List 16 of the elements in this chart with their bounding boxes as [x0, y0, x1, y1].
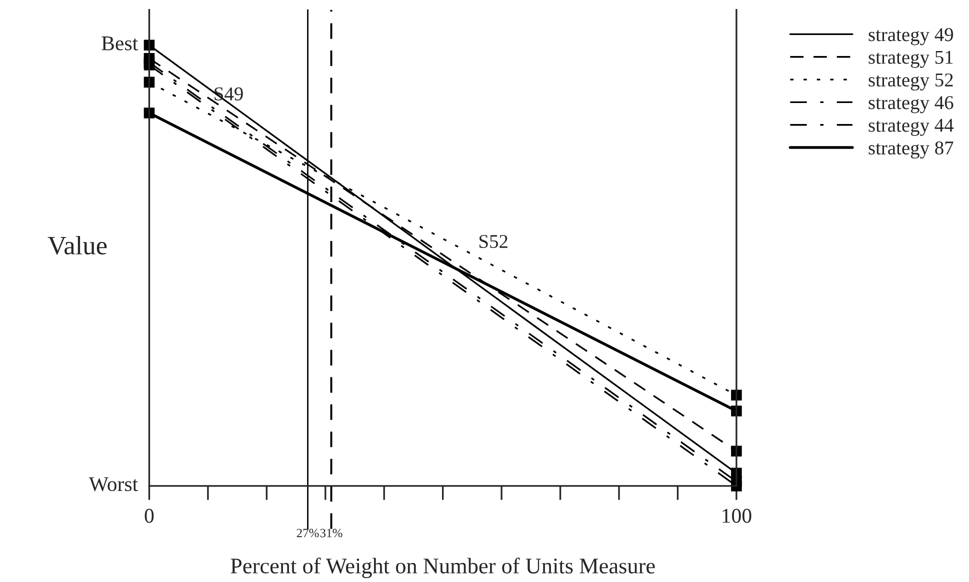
- legend-label: strategy 49: [868, 28, 954, 46]
- x-tick-label: 100: [722, 508, 752, 523]
- legend-label: strategy 51: [868, 50, 953, 68]
- y-axis-title: Value: [48, 236, 107, 255]
- legend-label: strategy 52: [868, 73, 953, 91]
- text: Best: [102, 36, 138, 50]
- ref-line-label: 31%: [320, 528, 342, 538]
- legend-label: strategy 46: [868, 96, 954, 114]
- text: Worst: [88, 477, 138, 492]
- legend-label: strategy 87: [868, 141, 954, 159]
- x-axis-title: Percent of Weight on Number of Units Measure: [230, 558, 655, 578]
- x-tick-label: 0: [144, 508, 154, 523]
- annotation: S52: [480, 234, 508, 248]
- ref-line-label: 27%: [296, 528, 319, 538]
- annotation: S49: [214, 87, 243, 100]
- legend-label: strategy 44: [868, 118, 954, 136]
